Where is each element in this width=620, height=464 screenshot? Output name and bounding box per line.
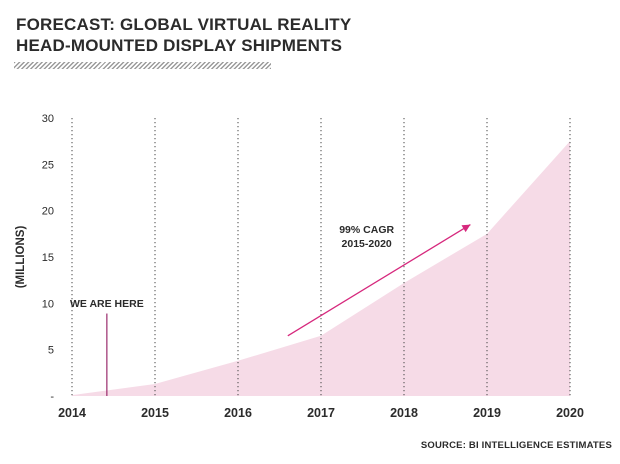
chart-title: FORECAST: GLOBAL VIRTUAL REALITY HEAD-MO… [16,14,351,56]
we-are-here-label: WE ARE HERE [70,298,144,310]
y-tick-label-15: 15 [42,252,54,264]
x-tick-label-2015: 2015 [141,406,169,420]
y-axis-label: (MILLIONS) [15,226,27,289]
x-tick-label-2019: 2019 [473,406,501,420]
cagr-arrow-head [461,224,471,233]
y-tick-label-30: 30 [42,113,54,125]
cagr-label-line-2: 2015-2020 [342,238,392,250]
y-tick-label-5: 5 [48,345,54,357]
source-note: SOURCE: BI INTELLIGENCE ESTIMATES [420,440,612,451]
x-tick-label-2017: 2017 [307,406,335,420]
area-series-shipments [72,141,570,396]
x-tick-label-2020: 2020 [556,406,584,420]
x-tick-label-2014: 2014 [58,406,86,420]
y-tick-label-10: 10 [42,298,54,310]
cagr-arrow-line [287,224,471,337]
y-tick-label-25: 25 [42,159,54,171]
cagr-label-line-1: 99% CAGR [339,224,394,236]
y-tick-label-20: 20 [42,206,54,218]
x-tick-label-2018: 2018 [390,406,418,420]
chart-title-line-1: FORECAST: GLOBAL VIRTUAL REALITY [16,15,352,34]
x-tick-label-2016: 2016 [224,406,252,420]
y-tick-label-0: - [50,391,54,403]
title-underline-hatch [14,62,271,69]
chart-title-line-2: HEAD-MOUNTED DISPLAY SHIPMENTS [16,36,343,55]
